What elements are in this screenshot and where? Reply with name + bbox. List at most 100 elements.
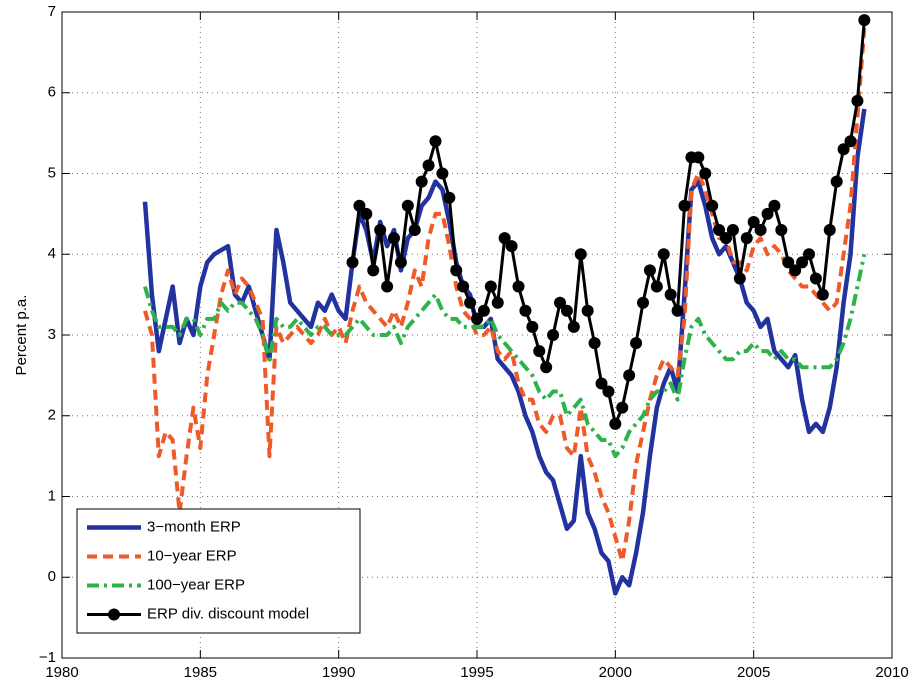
legend-label: 100−year ERP xyxy=(147,576,245,593)
series-marker xyxy=(346,256,359,269)
x-tick-label: 1995 xyxy=(460,664,493,681)
plot-frame xyxy=(61,11,893,659)
series-marker xyxy=(526,320,539,333)
series-marker xyxy=(740,232,753,245)
series-marker xyxy=(823,224,836,237)
series-marker xyxy=(809,272,822,285)
y-tick-label: 5 xyxy=(48,164,56,181)
series-marker xyxy=(803,248,815,261)
series-marker xyxy=(650,280,663,293)
series-marker xyxy=(554,296,566,309)
y-tick-label: −1 xyxy=(39,649,56,666)
series-marker xyxy=(595,377,608,390)
series-marker xyxy=(436,167,449,180)
series-marker xyxy=(381,280,394,293)
series-marker xyxy=(699,167,712,180)
x-tick-label: 2005 xyxy=(737,664,770,681)
series-marker xyxy=(643,264,656,277)
series-marker xyxy=(505,240,518,253)
series-marker xyxy=(775,224,788,237)
series-marker xyxy=(609,417,622,430)
series-marker xyxy=(816,288,829,301)
y-tick-label: 4 xyxy=(48,245,56,262)
series-marker xyxy=(464,296,477,309)
series-marker xyxy=(754,224,767,237)
y-tick-label: 1 xyxy=(48,487,56,504)
series-marker xyxy=(401,199,414,212)
y-tick-label: 6 xyxy=(48,84,56,101)
series-marker xyxy=(491,296,504,309)
series-marker xyxy=(678,199,691,212)
series-marker xyxy=(630,337,643,350)
series-marker xyxy=(671,304,684,317)
x-tick-label: 1985 xyxy=(184,664,217,681)
series-marker xyxy=(353,199,366,212)
series-marker xyxy=(796,256,809,269)
series-marker xyxy=(477,304,490,317)
x-tick-label: 2010 xyxy=(875,664,908,681)
x-tick-label: 1990 xyxy=(322,664,355,681)
series-marker xyxy=(450,264,463,277)
series-marker xyxy=(519,304,532,317)
series-marker xyxy=(761,207,774,220)
series-marker xyxy=(567,320,580,333)
series-marker xyxy=(858,14,871,27)
series-marker xyxy=(422,159,435,172)
series-marker xyxy=(588,337,601,350)
y-axis-label: Percent p.a. xyxy=(13,295,30,376)
series-marker xyxy=(484,280,497,293)
series-marker xyxy=(443,191,456,204)
series-marker xyxy=(733,272,746,285)
y-tick-label: 2 xyxy=(48,407,56,424)
series-marker xyxy=(616,401,629,414)
series-marker xyxy=(789,264,802,277)
series-marker xyxy=(851,94,864,107)
series-marker xyxy=(471,312,483,325)
series-marker xyxy=(498,232,511,245)
series-marker xyxy=(623,369,636,382)
series-marker xyxy=(844,135,857,148)
series-marker xyxy=(415,175,428,188)
series-marker xyxy=(664,288,677,301)
series-marker xyxy=(457,280,470,293)
y-tick-label: 0 xyxy=(48,568,56,585)
series-marker xyxy=(560,304,573,317)
series-marker xyxy=(360,207,373,220)
series-marker xyxy=(782,256,795,269)
series-marker xyxy=(768,199,781,212)
series-marker xyxy=(837,143,850,156)
series-marker xyxy=(374,224,387,237)
series-marker xyxy=(547,329,560,341)
y-tick-label: 7 xyxy=(48,3,56,20)
x-tick-label: 2000 xyxy=(599,664,632,681)
series-marker xyxy=(706,199,719,212)
legend-marker xyxy=(108,608,120,621)
series-marker xyxy=(574,248,587,261)
series-marker xyxy=(512,280,525,293)
series-marker xyxy=(657,248,670,261)
series-marker xyxy=(367,264,380,277)
series-marker xyxy=(533,345,546,358)
series-marker xyxy=(637,296,649,309)
series-line xyxy=(143,253,867,459)
legend-label: 10−year ERP xyxy=(147,547,237,564)
y-tick-label: 3 xyxy=(48,326,56,343)
series-marker xyxy=(408,224,421,237)
series-line xyxy=(143,27,867,564)
legend-label: ERP div. discount model xyxy=(147,605,309,622)
legend-label: 3−month ERP xyxy=(147,518,241,535)
series-marker xyxy=(394,256,407,269)
series-marker xyxy=(726,224,739,237)
x-tick-label: 1980 xyxy=(45,664,78,681)
series-marker xyxy=(747,215,760,228)
series-marker xyxy=(713,224,726,237)
series-marker xyxy=(720,232,732,245)
series-marker xyxy=(602,385,615,398)
series-marker xyxy=(388,232,400,245)
series-marker xyxy=(540,361,553,374)
series-marker xyxy=(830,175,843,188)
series-marker xyxy=(692,151,705,164)
series-marker xyxy=(429,135,442,148)
series-marker xyxy=(581,304,594,317)
